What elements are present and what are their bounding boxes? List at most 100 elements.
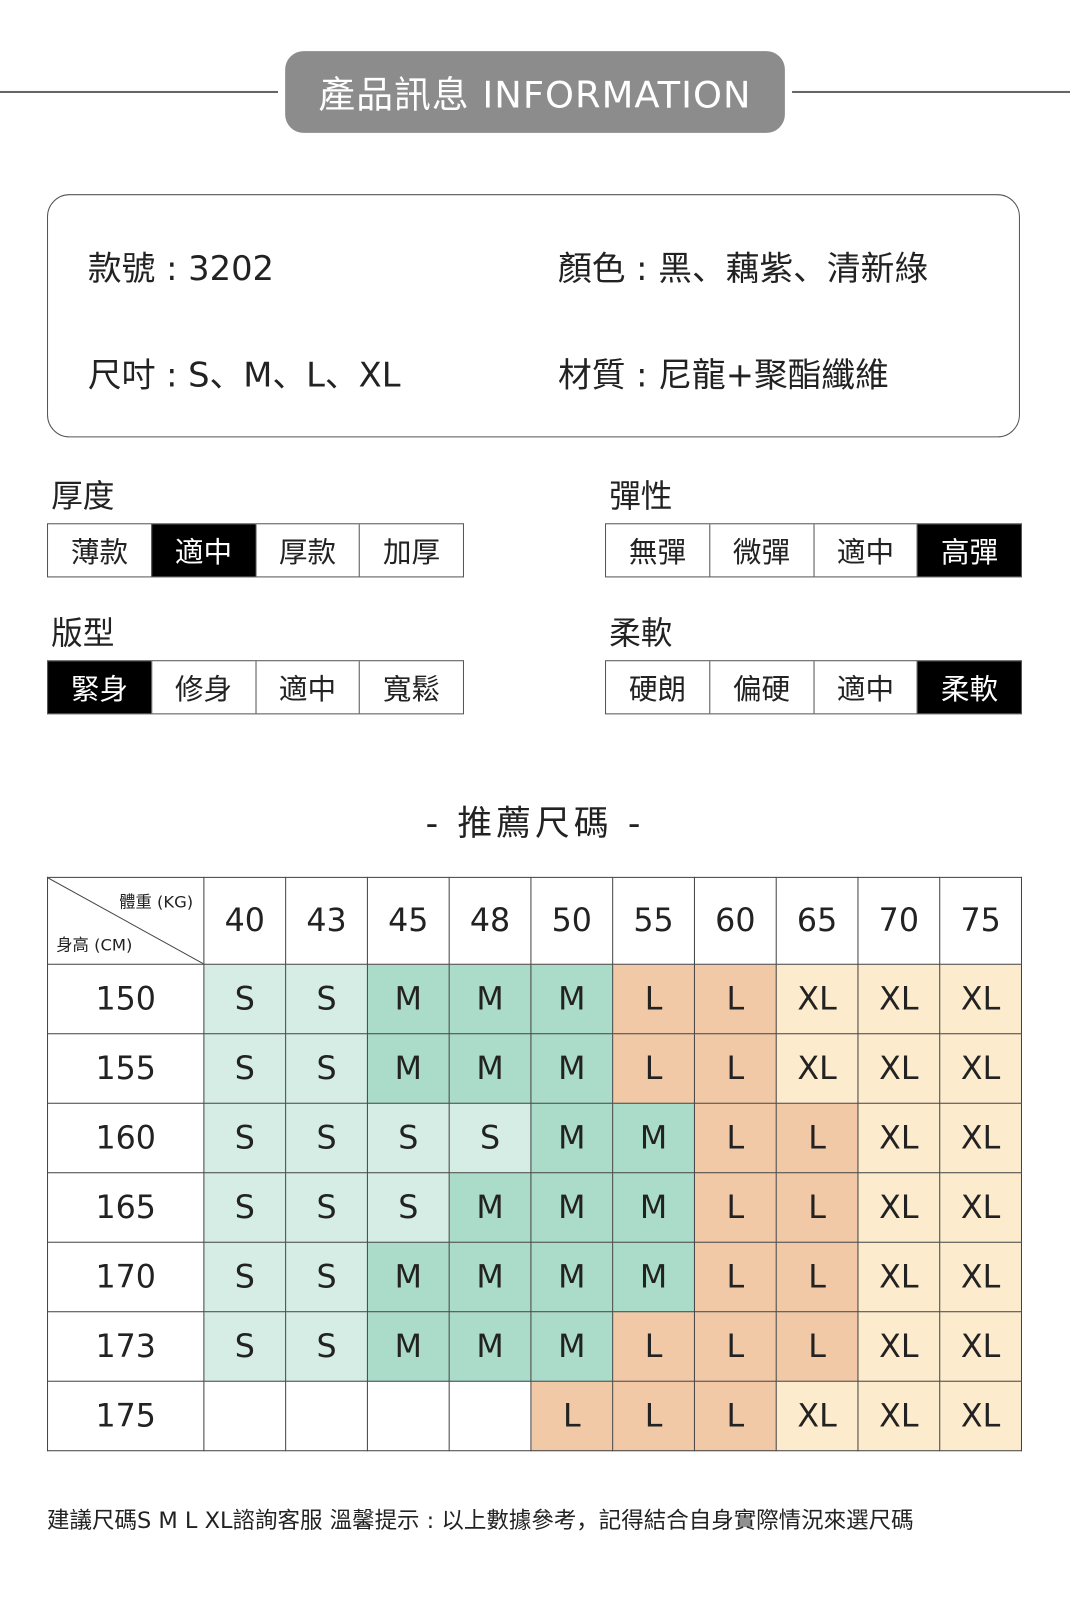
size-cell: M (448, 1311, 532, 1382)
weight-axis-label: 體重 (KG) (119, 892, 194, 912)
size-cell: S (448, 1102, 532, 1174)
size-cell: S (285, 1033, 368, 1104)
size-cell: S (285, 1311, 368, 1382)
size-cell (203, 1380, 287, 1452)
size-cell (285, 1380, 368, 1452)
size-cell: S (285, 963, 368, 1035)
size-cell: XL (939, 1033, 1022, 1104)
divider-right (792, 90, 1070, 94)
size-cell: XL (939, 1102, 1022, 1174)
scale-option: 加厚 (358, 524, 463, 577)
sizes: 尺吋 : S、M、L、XL (87, 354, 401, 395)
scale-option: 寬鬆 (358, 661, 463, 714)
size-cell: XL (857, 1241, 941, 1313)
fit-scale: 緊身 修身 適中 寬鬆 (47, 660, 464, 715)
diagonal-line (48, 878, 203, 964)
info-box (47, 194, 1020, 438)
footer-note: 建議尺碼S M L XL諮詢客服 溫馨提示 : 以上數據參考，記得結合自身實際情… (47, 1508, 914, 1535)
size-cell: S (203, 963, 287, 1035)
table-row: 170 S S M M M M L L XL XL (47, 1241, 1022, 1313)
size-cell: M (448, 963, 532, 1035)
height-cell: 160 (47, 1102, 205, 1174)
size-cell: S (366, 1102, 450, 1174)
scale-option: 適中 (813, 524, 917, 577)
size-cell: M (612, 1172, 695, 1243)
table-row: 175 L L L XL XL XL (47, 1380, 1022, 1452)
size-cell: L (775, 1172, 859, 1243)
size-cell: M (530, 1033, 614, 1104)
weight-header: 55 (612, 876, 695, 965)
size-cell: XL (857, 1380, 941, 1452)
size-cell: L (612, 1380, 695, 1452)
scale-option: 高彈 (916, 524, 1021, 577)
size-cell: M (448, 1172, 532, 1243)
size-cell: S (285, 1102, 368, 1174)
scale-option: 柔軟 (916, 661, 1021, 714)
size-cell: XL (775, 1380, 859, 1452)
weight-header: 50 (530, 876, 614, 965)
size-cell: L (693, 1241, 777, 1313)
size-cell: L (775, 1311, 859, 1382)
size-cell: M (530, 1102, 614, 1174)
height-cell: 170 (47, 1241, 205, 1313)
thickness-scale: 薄款 適中 厚款 加厚 (47, 523, 464, 578)
height-cell: 175 (47, 1380, 205, 1452)
corner-cell: 體重 (KG) 身高 (CM) (47, 876, 205, 965)
size-cell: L (775, 1102, 859, 1174)
weight-header: 43 (285, 876, 368, 965)
scale-option: 無彈 (628, 535, 687, 569)
elasticity-label: 彈性 (609, 478, 673, 516)
scale-option: 厚款 (254, 524, 359, 577)
colors: 顏色 : 黑、藕紫、清新綠 (558, 248, 929, 289)
size-cell: L (693, 1033, 777, 1104)
size-cell: L (693, 963, 777, 1035)
size-cell: M (530, 1311, 614, 1382)
table-row: 150 S S M M M L L XL XL XL (47, 963, 1022, 1035)
weight-header: 65 (775, 876, 859, 965)
material: 材質 : 尼龍+聚酯纖維 (558, 354, 889, 395)
size-cell: XL (857, 1102, 941, 1174)
weight-header: 40 (203, 876, 287, 965)
size-cell: S (203, 1172, 287, 1243)
weight-header: 48 (448, 876, 532, 965)
size-cell (366, 1380, 450, 1452)
size-cell: XL (939, 963, 1022, 1035)
size-cell: XL (775, 963, 859, 1035)
size-cell: M (612, 1241, 695, 1313)
scale-option: 偏硬 (709, 661, 813, 714)
size-cell: S (285, 1172, 368, 1243)
size-cell: L (612, 963, 695, 1035)
scale-option: 緊身 (48, 661, 152, 714)
size-cell: L (612, 1033, 695, 1104)
size-cell: S (203, 1311, 287, 1382)
weight-header: 75 (939, 876, 1022, 965)
size-cell: M (530, 1241, 614, 1313)
divider-left (0, 90, 278, 94)
scale-option: 適中 (151, 524, 255, 577)
size-cell: M (366, 1241, 450, 1313)
section-title: 產品訊息 INFORMATION (285, 51, 785, 133)
size-cell: L (775, 1241, 859, 1313)
size-cell: S (285, 1241, 368, 1313)
softness-scale: 硬朗 偏硬 適中 柔軟 (605, 660, 1022, 715)
fit-label: 版型 (51, 615, 115, 653)
size-cell: M (366, 963, 450, 1035)
size-cell: M (448, 1033, 532, 1104)
scale-option: 修身 (151, 661, 255, 714)
size-cell: M (530, 1172, 614, 1243)
elasticity-scale: 無彈 微彈 適中 高彈 (605, 523, 1022, 578)
size-cell: M (366, 1033, 450, 1104)
table-row: 155 S S M M M L L XL XL XL (47, 1033, 1022, 1104)
size-cell: S (203, 1102, 287, 1174)
weight-header: 45 (366, 876, 450, 965)
size-cell: S (203, 1033, 287, 1104)
height-cell: 150 (47, 963, 205, 1035)
size-cell: L (693, 1172, 777, 1243)
size-cell: XL (939, 1172, 1022, 1243)
height-cell: 173 (47, 1311, 205, 1382)
table-row: 173 S S M M M L L L XL XL (47, 1311, 1022, 1382)
size-cell: S (203, 1241, 287, 1313)
size-cell: M (366, 1311, 450, 1382)
size-cell: L (530, 1380, 614, 1452)
